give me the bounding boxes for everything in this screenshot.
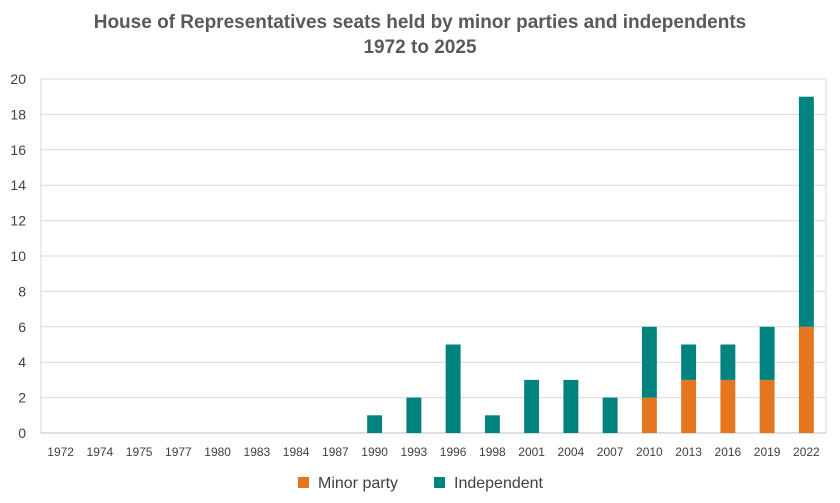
bar-independent-1998 bbox=[484, 415, 500, 433]
x-tick-label: 1996 bbox=[440, 445, 467, 459]
bar-independent-2013 bbox=[681, 344, 697, 380]
chart-title: House of Representatives seats held by m… bbox=[93, 12, 747, 33]
x-tick-label: 2001 bbox=[518, 445, 545, 459]
bar-independent-2001 bbox=[524, 379, 540, 433]
bar-minor-party-2013 bbox=[681, 379, 697, 433]
bar-minor-party-2010 bbox=[641, 397, 657, 433]
gridlines bbox=[40, 78, 827, 434]
x-tick-label: 1990 bbox=[361, 445, 388, 459]
bar-minor-party-2016 bbox=[720, 379, 736, 433]
legend-label: Independent bbox=[454, 475, 544, 492]
y-tick-label: 10 bbox=[10, 248, 26, 264]
x-tick-label: 1974 bbox=[87, 445, 114, 459]
bar-minor-party-2022 bbox=[798, 326, 814, 433]
x-tick-label: 1972 bbox=[47, 445, 74, 459]
x-tick-label: 2013 bbox=[675, 445, 702, 459]
bars bbox=[367, 96, 814, 433]
x-tick-label: 2016 bbox=[715, 445, 742, 459]
x-tick-label: 1977 bbox=[165, 445, 192, 459]
x-tick-label: 1983 bbox=[244, 445, 271, 459]
bar-independent-2022 bbox=[798, 96, 814, 327]
x-tick-label: 2019 bbox=[754, 445, 781, 459]
legend-swatch-minor-party bbox=[298, 477, 309, 488]
legend: Minor party Independent bbox=[298, 475, 544, 492]
x-tick-label: 1993 bbox=[401, 445, 428, 459]
x-tick-label: 1984 bbox=[283, 445, 310, 459]
y-tick-label: 18 bbox=[10, 106, 26, 122]
x-tick-label: 2010 bbox=[636, 445, 663, 459]
bar-independent-2004 bbox=[563, 379, 579, 433]
y-tick-label: 2 bbox=[18, 390, 26, 406]
bar-minor-party-2019 bbox=[759, 379, 775, 433]
bar-independent-2007 bbox=[602, 397, 618, 433]
x-tick-label: 2007 bbox=[597, 445, 624, 459]
y-tick-label: 6 bbox=[18, 319, 26, 335]
bar-independent-2019 bbox=[759, 326, 775, 380]
y-tick-label: 16 bbox=[10, 142, 26, 158]
y-tick-label: 14 bbox=[10, 177, 26, 193]
y-tick-label: 20 bbox=[10, 71, 26, 87]
bar-independent-1996 bbox=[445, 344, 461, 433]
bar-independent-2016 bbox=[720, 344, 736, 380]
legend-swatch-independent bbox=[434, 477, 445, 488]
x-tick-label: 1975 bbox=[126, 445, 153, 459]
y-tick-label: 4 bbox=[18, 354, 26, 370]
y-tick-label: 8 bbox=[18, 283, 26, 299]
bar-independent-2010 bbox=[641, 326, 657, 398]
bar-independent-1993 bbox=[406, 397, 422, 433]
y-tick-label: 0 bbox=[18, 425, 26, 441]
x-tick-label: 1998 bbox=[479, 445, 506, 459]
bar-independent-1990 bbox=[367, 415, 383, 433]
axes: 0 2 4 6 8 10 12 14 16 18 20 1972 1974 1975 1977 1980 198… bbox=[10, 71, 826, 459]
chart-subtitle: 1972 to 2025 bbox=[363, 37, 477, 58]
x-tick-label: 1987 bbox=[322, 445, 349, 459]
y-tick-label: 12 bbox=[10, 213, 26, 229]
x-tick-label: 2004 bbox=[558, 445, 585, 459]
legend-label: Minor party bbox=[318, 475, 398, 492]
x-tick-label: 1980 bbox=[204, 445, 231, 459]
x-tick-label: 2022 bbox=[793, 445, 820, 459]
